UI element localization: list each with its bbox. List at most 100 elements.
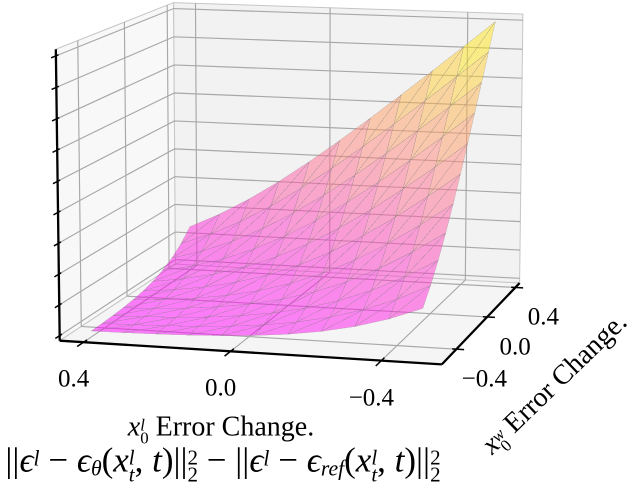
surface-triangle-edge	[101, 315, 145, 324]
y-tick-label-2: 0.4	[527, 303, 559, 331]
z-tick-mark	[52, 179, 61, 185]
tick-marks	[50, 54, 524, 367]
surface-triangle	[347, 153, 387, 203]
surface-triangle-edge	[434, 112, 476, 168]
surface-triangle	[245, 236, 285, 267]
surface-triangle-edge	[122, 298, 166, 309]
surface-triangle	[315, 175, 356, 221]
surface-triangle	[417, 76, 457, 131]
surface-triangle-edge	[417, 76, 458, 131]
surface-triangle	[410, 106, 450, 161]
surface-triangle	[227, 275, 268, 296]
surface-triangle	[314, 260, 355, 292]
surface-triangle	[176, 306, 218, 318]
surface-triangle	[315, 175, 356, 221]
surface-triangle-edge	[176, 306, 219, 318]
surface-triangle	[363, 276, 405, 310]
surface-triangle-edge	[154, 297, 197, 309]
surface-triangle	[293, 168, 332, 214]
surface-triangle	[323, 146, 363, 196]
surface-triangle	[402, 136, 443, 190]
surface-triangle	[245, 236, 285, 267]
surface-triangle-edge	[404, 232, 446, 278]
axis-lines	[54, 49, 521, 366]
surface-triangle	[210, 198, 250, 234]
surface-triangle	[210, 198, 250, 234]
z-tick-mark	[50, 54, 59, 59]
surface-triangle-edge	[322, 235, 364, 274]
surface-triangle	[180, 214, 220, 244]
surface-triangle	[91, 323, 135, 332]
surface-triangle	[456, 21, 496, 77]
surface-triangle	[330, 209, 371, 252]
surface-triangle-edge	[164, 286, 206, 300]
y-tick-mark	[511, 286, 524, 289]
surface-triangle	[198, 315, 241, 327]
surface-triangle-edge	[354, 217, 396, 261]
surface-triangle	[192, 241, 233, 266]
surface-triangle-edge	[226, 274, 269, 296]
x-tick-label-0: 0.4	[57, 365, 90, 393]
z-tick-mark	[53, 241, 62, 247]
surface-triangle	[240, 181, 280, 222]
surface-triangle	[208, 304, 250, 317]
surface-triangle	[254, 322, 297, 336]
surface-triangle	[195, 282, 237, 299]
surface-triangle	[188, 326, 232, 336]
surface-triangle	[435, 112, 475, 167]
surface-triangle	[395, 166, 436, 218]
surface-triangle-edge	[222, 228, 263, 260]
surface-triangle	[395, 166, 436, 218]
x-axis-line	[59, 339, 442, 366]
x-tick-mark	[224, 348, 235, 357]
surface-triangle-edge	[180, 213, 220, 244]
surface-triangle	[396, 260, 439, 300]
surface-triangle	[321, 309, 364, 332]
surface-triangle	[290, 251, 331, 284]
surface-triangle-edge	[188, 325, 232, 336]
y-tick-label-1: 0.0	[499, 333, 531, 361]
loss-surface	[91, 21, 496, 337]
surface-triangle	[123, 299, 165, 309]
surface-triangle	[217, 290, 259, 307]
surface-triangle	[323, 146, 363, 196]
surface-triangle	[208, 304, 250, 317]
x-tick-label-1: 0.0	[205, 374, 237, 402]
surface-triangle	[133, 289, 174, 300]
surface-triangle-edge	[123, 324, 167, 333]
surface-triangle	[305, 281, 347, 309]
surface-triangle	[339, 182, 379, 229]
surface-triangle	[276, 220, 316, 257]
surface-triangle-edge	[240, 181, 280, 222]
surface-triangle	[420, 174, 461, 225]
surface-triangle	[249, 283, 291, 305]
surface-triangle	[183, 258, 224, 279]
surface-triangle	[393, 70, 433, 125]
surface-triangle	[287, 317, 330, 335]
surface-triangle	[387, 196, 428, 244]
surface-triangle	[272, 291, 315, 313]
z-tick-mark	[52, 148, 61, 154]
surface-triangle	[387, 196, 428, 244]
surface-triangle	[254, 322, 297, 336]
surface-triangle-edge	[387, 196, 428, 244]
surface-triangle	[322, 235, 363, 274]
surface-triangle-edge	[298, 227, 340, 266]
surface-triangle	[133, 289, 174, 300]
surface-triangle	[102, 315, 145, 324]
surface-triangle-edge	[262, 187, 302, 229]
surface-triangle	[281, 273, 323, 300]
surface-triangle	[156, 325, 199, 334]
surface-triangle-edge	[393, 70, 433, 125]
surface-triangle-edge	[338, 181, 379, 229]
surface-triangle	[134, 317, 177, 326]
surface-triangle	[253, 213, 294, 250]
surface-triangle-edge	[162, 250, 203, 271]
surface-triangle	[379, 224, 421, 269]
surface-triangle	[362, 189, 403, 236]
surface-triangle	[186, 295, 228, 309]
surface-triangle	[214, 249, 254, 274]
surface-triangle-edge	[290, 251, 332, 284]
